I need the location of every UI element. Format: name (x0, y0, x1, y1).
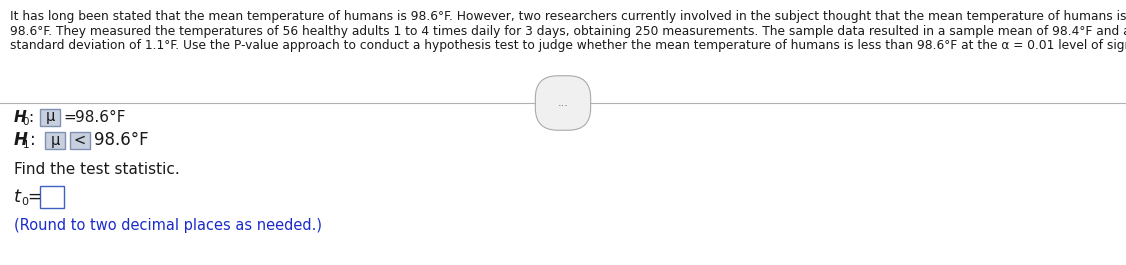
Text: standard deviation of 1.1°F. Use the P-value approach to conduct a hypothesis te: standard deviation of 1.1°F. Use the P-v… (10, 39, 1126, 52)
Text: 1: 1 (23, 140, 29, 150)
Text: =: = (27, 188, 41, 206)
Text: :: : (30, 131, 36, 149)
Text: μ: μ (45, 109, 55, 125)
Text: Find the test statistic.: Find the test statistic. (14, 162, 180, 178)
Text: μ: μ (51, 132, 60, 148)
Text: ...: ... (557, 98, 569, 108)
Text: :: : (28, 109, 33, 125)
Text: H: H (14, 109, 27, 125)
Text: It has long been stated that the mean temperature of humans is 98.6°F. However, : It has long been stated that the mean te… (10, 10, 1126, 23)
Text: 0: 0 (21, 197, 28, 207)
Text: 98.6°F: 98.6°F (93, 131, 149, 149)
Text: 98.6°F. They measured the temperatures of 56 healthy adults 1 to 4 times daily f: 98.6°F. They measured the temperatures o… (10, 24, 1126, 38)
Text: 98.6°F: 98.6°F (75, 109, 125, 125)
FancyBboxPatch shape (45, 131, 65, 148)
Text: <: < (74, 132, 86, 148)
Text: 0: 0 (23, 117, 28, 127)
Text: t: t (14, 188, 21, 206)
FancyBboxPatch shape (41, 108, 60, 126)
Text: (Round to two decimal places as needed.): (Round to two decimal places as needed.) (14, 218, 322, 233)
FancyBboxPatch shape (70, 131, 90, 148)
Text: =: = (63, 109, 75, 125)
Text: H: H (14, 131, 28, 149)
FancyBboxPatch shape (41, 186, 64, 208)
